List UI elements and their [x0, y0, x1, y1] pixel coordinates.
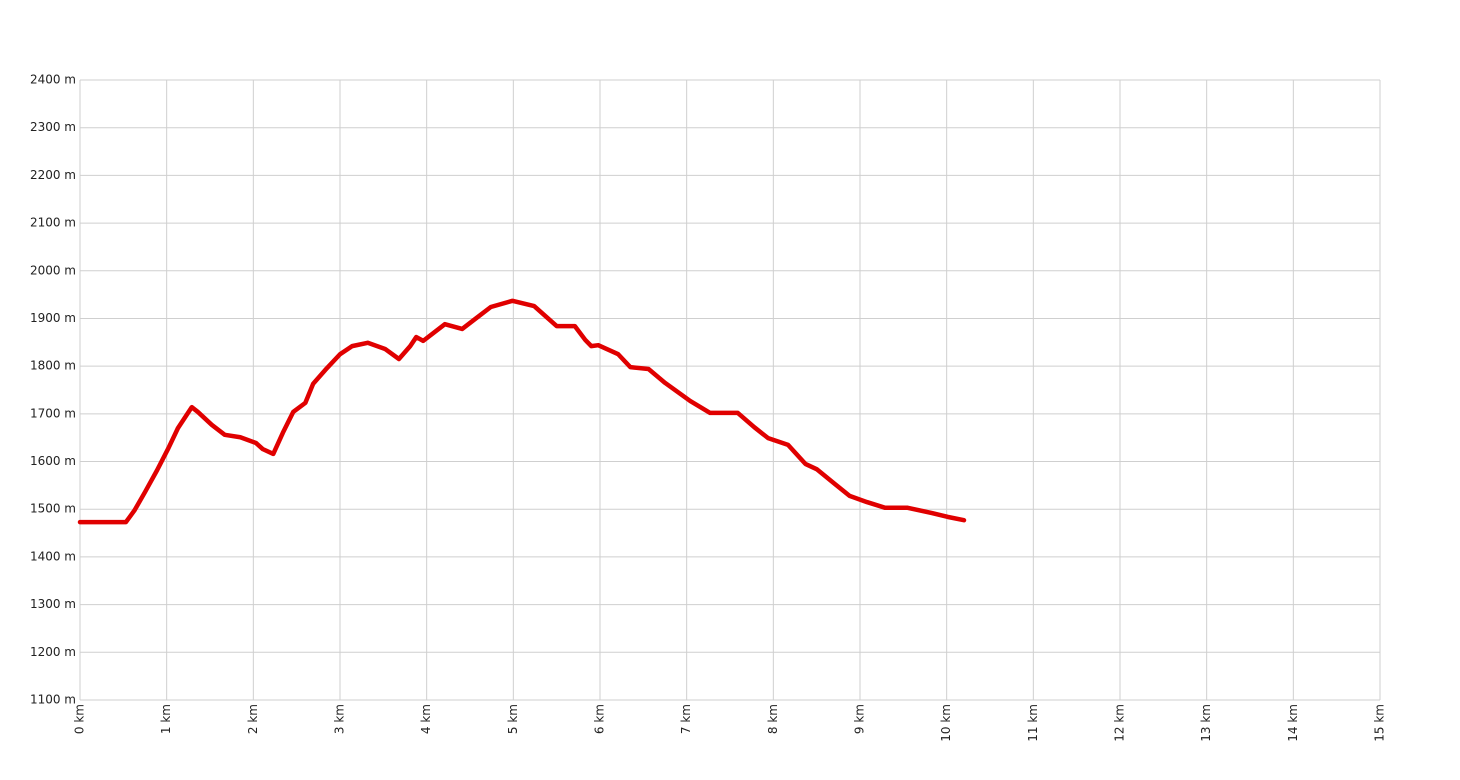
x-tick-label: 6 km [593, 704, 607, 734]
y-tick-label: 1200 m [30, 645, 76, 659]
y-tick-label: 2100 m [30, 216, 76, 230]
y-tick-label: 1800 m [30, 359, 76, 373]
y-tick-label: 1700 m [30, 406, 76, 420]
x-tick-label: 3 km [333, 704, 347, 734]
x-tick-label: 10 km [939, 704, 953, 742]
x-tick-label: 0 km [73, 704, 87, 734]
y-tick-label: 2000 m [30, 263, 76, 277]
x-tick-label: 15 km [1373, 704, 1387, 742]
x-tick-label: 14 km [1286, 704, 1300, 742]
x-tick-label: 13 km [1199, 704, 1213, 742]
elevation-line [77, 298, 967, 525]
x-tick-label: 5 km [506, 704, 520, 734]
y-tick-label: 2400 m [30, 73, 76, 87]
x-tick-label: 12 km [1113, 704, 1127, 742]
y-tick-label: 1100 m [30, 693, 76, 707]
x-tick-label: 7 km [679, 704, 693, 734]
x-tick-label: 4 km [419, 704, 433, 734]
x-tick-label: 11 km [1026, 704, 1040, 742]
x-tick-label: 8 km [766, 704, 780, 734]
y-tick-label: 1600 m [30, 454, 76, 468]
x-tick-label: 1 km [159, 704, 173, 734]
y-tick-label: 1900 m [30, 311, 76, 325]
y-tick-label: 2300 m [30, 120, 76, 134]
y-tick-label: 1500 m [30, 502, 76, 516]
x-tick-label: 9 km [853, 704, 867, 734]
y-tick-label: 2200 m [30, 168, 76, 182]
y-tick-label: 1300 m [30, 597, 76, 611]
y-tick-label: 1400 m [30, 549, 76, 563]
x-tick-label: 2 km [246, 704, 260, 734]
